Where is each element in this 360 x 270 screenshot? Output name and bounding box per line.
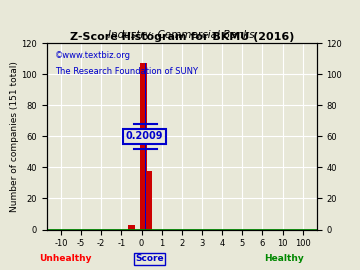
Text: Industry: Commercial Banks: Industry: Commercial Banks [108, 31, 255, 40]
Bar [128, 225, 135, 230]
Text: ©www.textbiz.org: ©www.textbiz.org [55, 51, 131, 60]
Text: 0.2009: 0.2009 [126, 131, 163, 141]
Y-axis label: Number of companies (151 total): Number of companies (151 total) [10, 61, 19, 212]
Text: Score: Score [135, 254, 164, 263]
Bar [145, 63, 146, 230]
Bar [140, 63, 147, 230]
Bar [145, 171, 152, 230]
Text: Unhealthy: Unhealthy [40, 254, 92, 263]
Text: Healthy: Healthy [265, 254, 304, 263]
Title: Z-Score Histogram for BKMU (2016): Z-Score Histogram for BKMU (2016) [69, 32, 294, 42]
Text: The Research Foundation of SUNY: The Research Foundation of SUNY [55, 68, 198, 76]
